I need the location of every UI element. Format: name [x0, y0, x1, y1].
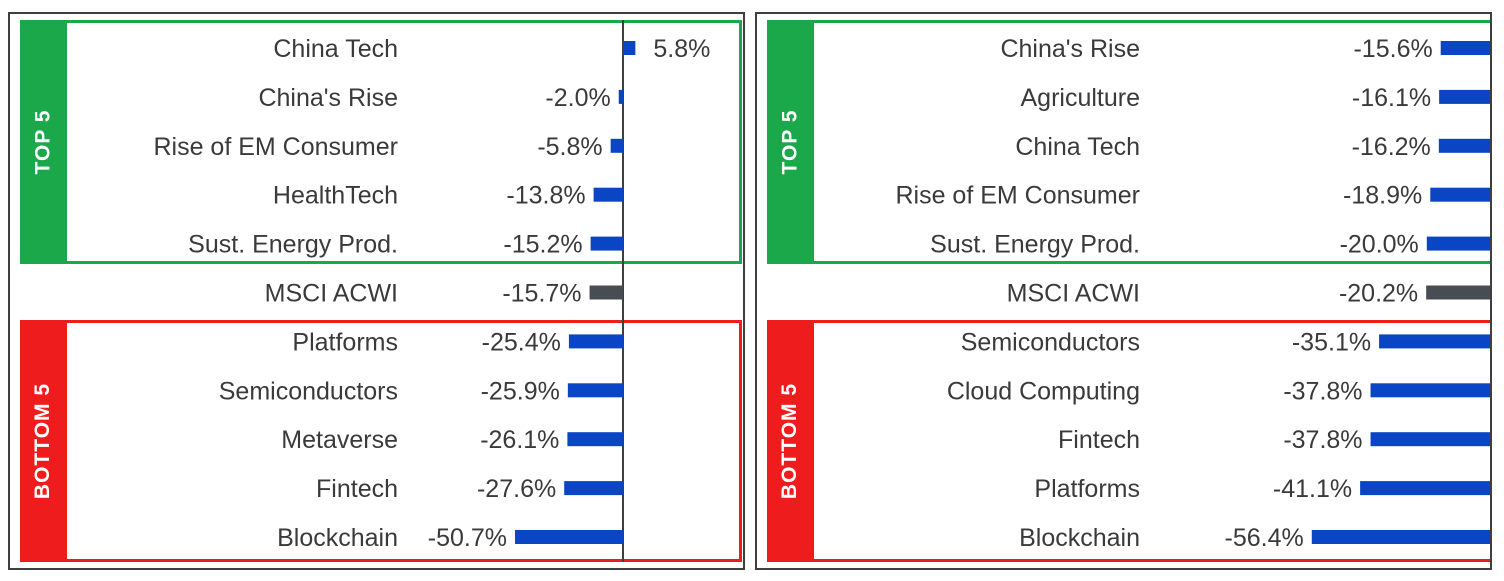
bar-semiconductors: [567, 383, 623, 398]
bar-platforms: [1360, 481, 1490, 496]
top5-tab: TOP 5: [767, 20, 813, 264]
category-label-metaverse: Metaverse: [281, 426, 398, 454]
value-label-sust-energy-prod: -15.2%: [503, 231, 582, 259]
bar-rise-of-em-consumer: [1430, 187, 1490, 202]
bar-fintech: [1370, 432, 1490, 447]
value-label-agriculture: -16.1%: [1352, 84, 1431, 112]
value-label-china-tech: -16.2%: [1352, 133, 1431, 161]
bar-platforms: [568, 334, 623, 349]
bottom5-tab: BOTTOM 5: [20, 320, 66, 562]
left-bar-chart: China Tech 5.8% China's Rise -2.0% Rise of E…: [153, 20, 710, 562]
value-label-blockchain: -56.4%: [1225, 524, 1304, 552]
category-label-platforms: Platforms: [1034, 475, 1140, 503]
bar-sust-energy-prod: [1426, 236, 1490, 251]
bar-cloud-computing: [1370, 383, 1490, 398]
bar-fintech: [564, 481, 623, 496]
value-label-msci-acwi: -20.2%: [1339, 280, 1418, 308]
category-label-fintech: Fintech: [1058, 426, 1140, 454]
value-label-blockchain: -50.7%: [428, 524, 507, 552]
value-label-healthtech: -13.8%: [506, 182, 585, 210]
value-label-fintech: -27.6%: [477, 475, 556, 503]
bar-metaverse: [567, 432, 623, 447]
top5-box: [64, 20, 742, 264]
category-label-semiconductors: Semiconductors: [219, 377, 398, 405]
bar-china-tech: [1438, 138, 1490, 153]
top5-tab: TOP 5: [20, 20, 66, 264]
category-label-china-tech: China Tech: [273, 35, 398, 63]
category-label-agriculture: Agriculture: [1021, 84, 1141, 112]
top5-box: [811, 20, 1490, 264]
value-label-msci-acwi: -15.7%: [502, 280, 581, 308]
category-label-sust-energy-prod: Sust. Energy Prod.: [930, 231, 1140, 259]
value-label-fintech: -37.8%: [1283, 426, 1362, 454]
bar-sust-energy-prod: [590, 236, 623, 251]
value-label-rise-of-em-consumer: -18.9%: [1343, 182, 1422, 210]
category-label-china-s-rise: China's Rise: [1000, 35, 1140, 63]
left-chart-panel: TOP 5 BOTTOM 5 China Tech 5.8% China's Ris…: [8, 12, 745, 570]
bar-agriculture: [1439, 89, 1490, 104]
category-label-blockchain: Blockchain: [1019, 524, 1140, 552]
value-label-platforms: -41.1%: [1273, 475, 1352, 503]
value-label-china-s-rise: -15.6%: [1353, 35, 1432, 63]
bar-blockchain: [1311, 530, 1490, 544]
value-label-platforms: -25.4%: [482, 328, 561, 356]
bar-healthtech: [593, 187, 623, 202]
value-label-metaverse: -26.1%: [480, 426, 559, 454]
bar-china-tech: [623, 41, 636, 55]
bottom5-box: [64, 320, 742, 562]
category-label-blockchain: Blockchain: [277, 524, 398, 552]
value-label-sust-energy-prod: -20.0%: [1340, 231, 1419, 259]
category-label-healthtech: HealthTech: [273, 182, 398, 210]
bar-msci-acwi: [1426, 285, 1490, 300]
value-label-china-s-rise: -2.0%: [545, 84, 610, 112]
bottom5-tab: BOTTOM 5: [767, 320, 813, 562]
category-label-rise-of-em-consumer: Rise of EM Consumer: [895, 182, 1140, 210]
value-label-semiconductors: -25.9%: [481, 377, 560, 405]
category-label-fintech: Fintech: [316, 475, 398, 503]
bar-china-s-rise: [1440, 41, 1490, 55]
value-label-cloud-computing: -37.8%: [1283, 377, 1362, 405]
category-label-semiconductors: Semiconductors: [961, 328, 1140, 356]
bar-msci-acwi: [589, 285, 623, 300]
category-label-sust-energy-prod: Sust. Energy Prod.: [188, 231, 398, 259]
bar-rise-of-em-consumer: [610, 138, 623, 153]
category-label-china-s-rise: China's Rise: [258, 84, 398, 112]
right-bar-chart: China's Rise -15.6% Agriculture -16.1% China…: [895, 35, 1490, 552]
category-label-platforms: Platforms: [292, 328, 398, 356]
value-label-china-tech: 5.8%: [653, 35, 710, 63]
bar-china-s-rise: [618, 89, 623, 104]
category-label-msci-acwi: MSCI ACWI: [1007, 280, 1140, 308]
right-chart-panel: TOP 5 BOTTOM 5 China's Rise -15.6% Agricul…: [755, 12, 1492, 570]
category-label-msci-acwi: MSCI ACWI: [265, 280, 398, 308]
category-label-rise-of-em-consumer: Rise of EM Consumer: [153, 133, 398, 161]
category-label-china-tech: China Tech: [1015, 133, 1140, 161]
value-label-rise-of-em-consumer: -5.8%: [537, 133, 602, 161]
value-label-semiconductors: -35.1%: [1292, 328, 1371, 356]
bar-blockchain: [515, 530, 623, 544]
bottom5-box: [811, 320, 1490, 562]
category-label-cloud-computing: Cloud Computing: [947, 377, 1140, 405]
bar-semiconductors: [1379, 334, 1490, 349]
